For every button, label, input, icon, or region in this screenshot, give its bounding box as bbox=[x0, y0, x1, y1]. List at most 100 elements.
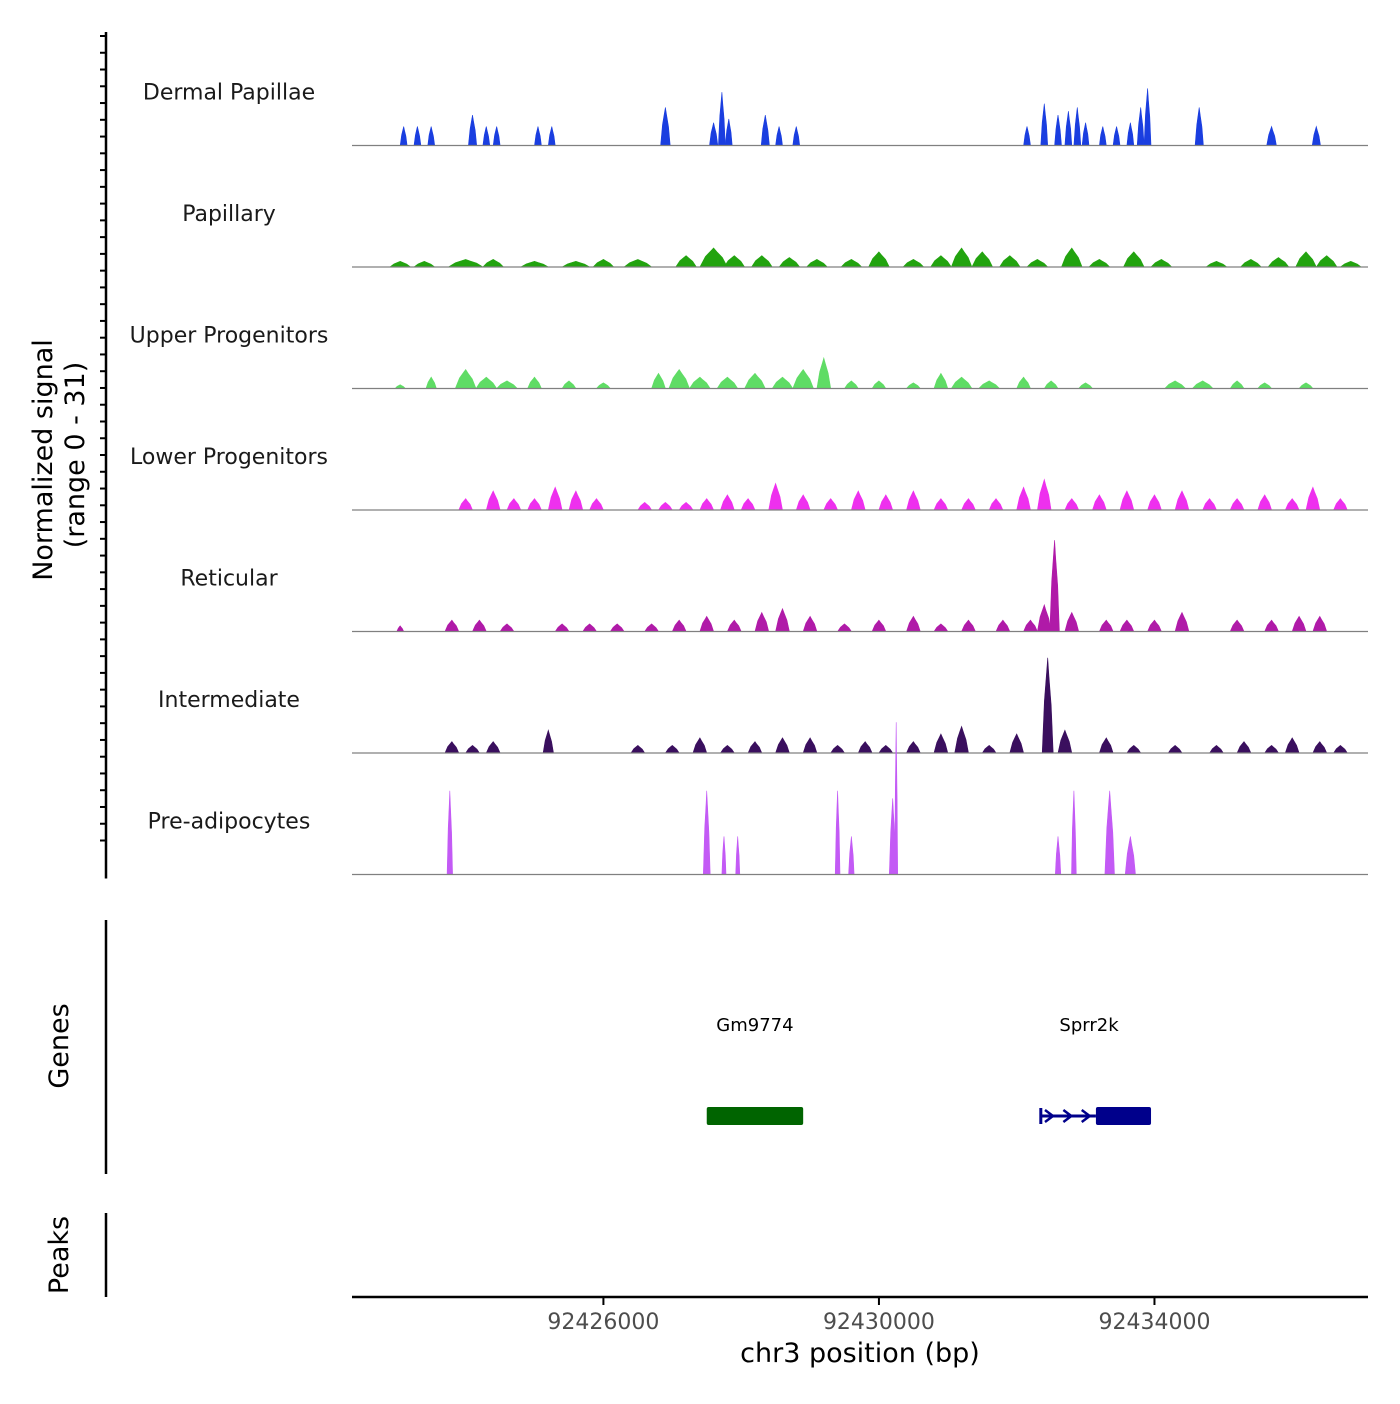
coverage-peak-upper-progenitors bbox=[843, 380, 859, 389]
coverage-peak-reticular bbox=[644, 623, 660, 632]
coverage-peak-papillary bbox=[805, 259, 829, 268]
coverage-peak-intermediate bbox=[692, 737, 708, 754]
gene-label-gm9774: Gm9774 bbox=[716, 1015, 793, 1036]
coverage-peak-reticular bbox=[1229, 619, 1245, 632]
coverage-peak-dermal-papillae bbox=[1054, 114, 1062, 146]
track-label-intermediate: Intermediate bbox=[158, 688, 300, 713]
coverage-peak-reticular bbox=[1023, 619, 1038, 632]
coverage-peak-reticular bbox=[1264, 619, 1279, 632]
coverage-peak-lower-progenitors bbox=[851, 490, 866, 511]
coverage-peak-intermediate bbox=[485, 741, 501, 754]
coverage-peak-reticular bbox=[609, 623, 625, 632]
coverage-peak-intermediate bbox=[1264, 745, 1280, 754]
coverage-peak-papillary bbox=[389, 260, 412, 268]
coverage-peak-dermal-papillae bbox=[660, 107, 671, 146]
coverage-peak-upper-progenitors bbox=[978, 380, 1001, 389]
coverage-peak-dermal-papillae bbox=[492, 126, 501, 146]
coverage-peak-papillary bbox=[560, 260, 591, 268]
coverage-peak-lower-progenitors bbox=[485, 490, 501, 511]
coverage-peak-reticular bbox=[775, 607, 790, 632]
coverage-peak-reticular bbox=[1064, 611, 1080, 632]
coverage-peak-pre-adipocytes bbox=[834, 790, 841, 875]
x-axis-tick-label: 92430000 bbox=[823, 1310, 935, 1335]
coverage-peak-lower-progenitors bbox=[988, 498, 1004, 511]
coverage-peak-pre-adipocytes bbox=[702, 790, 711, 875]
coverage-peak-upper-progenitors bbox=[1257, 382, 1273, 389]
coverage-peak-dermal-papillae bbox=[413, 126, 422, 146]
coverage-peak-lower-progenitors bbox=[740, 498, 756, 511]
coverage-peak-lower-progenitors bbox=[1147, 494, 1162, 511]
coverage-peak-papillary bbox=[1315, 255, 1338, 268]
gene-strand-arrow-sprr2k bbox=[1044, 1109, 1056, 1123]
coverage-peak-lower-progenitors bbox=[506, 498, 522, 511]
coverage-peak-lower-progenitors bbox=[637, 502, 653, 511]
coverage-peak-upper-progenitors bbox=[771, 376, 794, 389]
coverage-peak-dermal-papillae bbox=[1023, 126, 1031, 146]
coverage-peak-papillary bbox=[447, 259, 484, 268]
coverage-peak-reticular bbox=[396, 625, 405, 632]
coverage-peak-upper-progenitors bbox=[425, 376, 437, 389]
coverage-peak-pre-adipocytes bbox=[1054, 836, 1062, 875]
coverage-peak-papillary bbox=[971, 251, 994, 268]
track-label-upper-progenitors: Upper Progenitors bbox=[130, 324, 329, 349]
coverage-peak-intermediate bbox=[878, 745, 894, 754]
coverage-peak-upper-progenitors bbox=[816, 356, 832, 389]
coverage-peak-dermal-papillae bbox=[1143, 88, 1152, 146]
coverage-peak-intermediate bbox=[1126, 745, 1142, 754]
coverage-peak-lower-progenitors bbox=[1037, 478, 1052, 511]
coverage-peak-upper-progenitors bbox=[454, 368, 477, 389]
coverage-peak-intermediate bbox=[830, 745, 846, 754]
coverage-peak-lower-progenitors bbox=[699, 498, 715, 511]
coverage-peak-papillary bbox=[623, 259, 653, 268]
coverage-peak-papillary bbox=[1026, 259, 1049, 268]
coverage-peak-papillary bbox=[1061, 247, 1083, 268]
coverage-peak-upper-progenitors bbox=[668, 368, 690, 389]
coverage-peak-lower-progenitors bbox=[1064, 498, 1080, 511]
coverage-peak-dermal-papillae bbox=[1194, 107, 1204, 146]
coverage-peak-papillary bbox=[868, 251, 890, 268]
coverage-peak-reticular bbox=[499, 623, 515, 632]
coverage-peak-dermal-papillae bbox=[1136, 107, 1145, 146]
coverage-peak-intermediate bbox=[465, 745, 480, 754]
coverage-peak-lower-progenitors bbox=[1229, 498, 1245, 511]
coverage-peak-papillary bbox=[1295, 251, 1317, 268]
coverage-peak-upper-progenitors bbox=[792, 368, 814, 389]
coverage-peak-dermal-papillae bbox=[1112, 126, 1121, 146]
coverage-peak-pre-adipocytes bbox=[894, 722, 899, 875]
track-label-dermal-papillae: Dermal Papillae bbox=[143, 81, 315, 106]
coverage-peak-upper-progenitors bbox=[744, 372, 766, 389]
y-axis-title-line1: Normalized signal bbox=[28, 339, 59, 581]
coverage-peak-reticular bbox=[871, 619, 887, 632]
coverage-peak-papillary bbox=[1239, 259, 1262, 268]
coverage-peak-upper-progenitors bbox=[1043, 380, 1059, 389]
coverage-peak-lower-progenitors bbox=[678, 502, 694, 511]
x-axis-tick-label: 92426000 bbox=[547, 1310, 659, 1335]
coverage-peak-intermediate bbox=[1057, 729, 1073, 754]
coverage-peak-upper-progenitors bbox=[716, 376, 739, 389]
coverage-peak-lower-progenitors bbox=[1284, 498, 1300, 511]
coverage-peak-intermediate bbox=[1209, 745, 1224, 754]
coverage-peak-papillary bbox=[930, 255, 952, 268]
coverage-peak-intermediate bbox=[1009, 733, 1024, 754]
coverage-peak-reticular bbox=[802, 615, 818, 632]
coverage-peak-papillary bbox=[950, 247, 973, 268]
coverage-peak-lower-progenitors bbox=[1174, 490, 1190, 511]
coverage-peak-papillary bbox=[998, 255, 1021, 268]
coverage-peak-upper-progenitors bbox=[1229, 380, 1245, 389]
coverage-peak-upper-progenitors bbox=[1298, 382, 1314, 389]
coverage-peak-reticular bbox=[582, 623, 598, 632]
track-label-papillary: Papillary bbox=[182, 202, 276, 227]
coverage-peak-reticular bbox=[1119, 619, 1135, 632]
coverage-peak-dermal-papillae bbox=[427, 126, 436, 146]
coverage-peak-reticular bbox=[1037, 603, 1052, 632]
coverage-peak-reticular bbox=[995, 619, 1011, 632]
coverage-peak-reticular bbox=[671, 619, 687, 632]
coverage-peak-reticular bbox=[699, 615, 715, 632]
coverage-peak-pre-adipocytes bbox=[721, 836, 727, 875]
coverage-peak-papillary bbox=[1150, 259, 1173, 268]
coverage-peak-upper-progenitors bbox=[595, 382, 611, 389]
coverage-peak-intermediate bbox=[857, 741, 873, 754]
coverage-peak-upper-progenitors bbox=[688, 376, 711, 389]
coverage-peak-intermediate bbox=[444, 741, 460, 754]
